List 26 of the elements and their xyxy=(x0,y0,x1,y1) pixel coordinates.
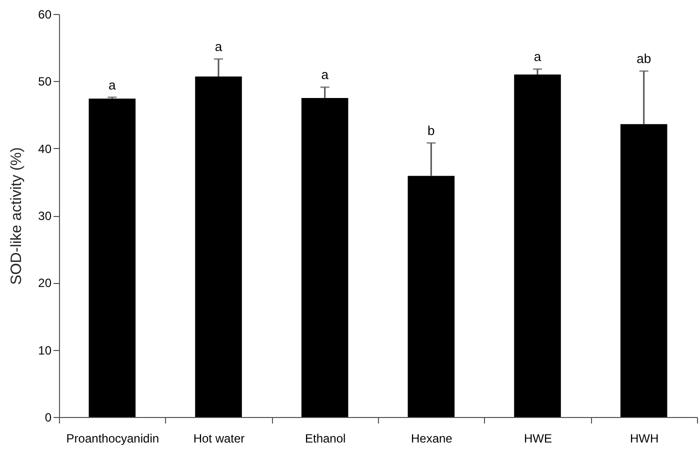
annotation: a xyxy=(321,67,330,82)
y-tick-label: 10 xyxy=(38,343,52,358)
y-tick-label: 50 xyxy=(38,74,52,89)
x-tick-label: Proanthocyanidin xyxy=(66,432,160,446)
annotation: a xyxy=(534,49,542,64)
bar xyxy=(88,98,136,417)
y-tick-label: 0 xyxy=(44,410,52,424)
x-tick-label: Hot water xyxy=(193,432,245,446)
y-tick-label: 60 xyxy=(38,8,52,22)
y-tick-label: 40 xyxy=(38,142,52,156)
bar xyxy=(620,124,668,417)
bar xyxy=(408,176,455,417)
bar xyxy=(195,76,242,417)
annotation: a xyxy=(108,77,117,92)
y-tick-label: 30 xyxy=(38,209,52,223)
annotation: a xyxy=(214,39,223,54)
y-axis-title: SOD-like activity (%) xyxy=(8,147,26,285)
y-tick-label: 20 xyxy=(38,276,52,290)
x-tick-label: HWH xyxy=(630,432,659,446)
annotation: b xyxy=(428,122,435,138)
annotation: ab xyxy=(636,51,652,66)
x-tick-label: Hexane xyxy=(410,432,453,446)
x-tick-label: Ethanol xyxy=(304,432,346,446)
bar xyxy=(301,98,348,417)
x-tick-label: HWE xyxy=(524,432,552,446)
bar xyxy=(514,74,561,417)
